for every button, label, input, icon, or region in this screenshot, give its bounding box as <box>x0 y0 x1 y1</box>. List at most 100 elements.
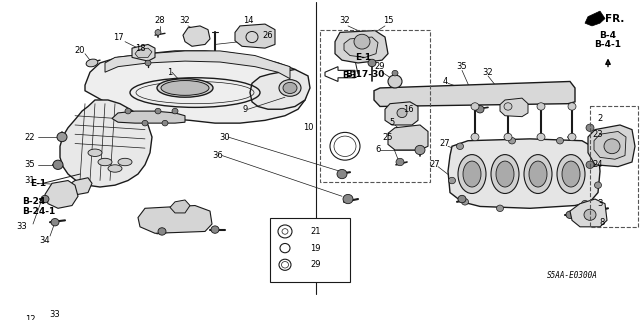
Text: 27: 27 <box>429 160 440 169</box>
Text: 30: 30 <box>220 132 230 141</box>
Circle shape <box>145 60 151 66</box>
Ellipse shape <box>562 161 580 187</box>
Circle shape <box>586 124 594 132</box>
Text: 8: 8 <box>599 218 605 227</box>
Ellipse shape <box>161 81 209 95</box>
Text: 34: 34 <box>40 236 51 245</box>
Polygon shape <box>138 205 212 233</box>
Circle shape <box>461 199 468 205</box>
Polygon shape <box>325 67 355 82</box>
Circle shape <box>172 108 178 114</box>
Ellipse shape <box>279 80 301 96</box>
Circle shape <box>497 205 504 212</box>
Text: E-1: E-1 <box>342 71 358 80</box>
Ellipse shape <box>491 155 519 194</box>
Ellipse shape <box>463 161 481 187</box>
Text: 18: 18 <box>134 44 145 53</box>
Polygon shape <box>448 139 600 208</box>
Text: E-1: E-1 <box>30 179 46 188</box>
Text: 12: 12 <box>25 315 35 320</box>
Circle shape <box>57 132 67 142</box>
Text: 10: 10 <box>303 123 313 132</box>
Text: B-24: B-24 <box>22 197 45 206</box>
Circle shape <box>449 177 456 184</box>
Text: 35: 35 <box>25 160 35 169</box>
Text: 14: 14 <box>243 16 253 25</box>
Circle shape <box>504 103 512 110</box>
Text: E-1: E-1 <box>355 53 371 62</box>
Ellipse shape <box>88 149 102 156</box>
Ellipse shape <box>283 82 297 93</box>
Polygon shape <box>45 180 78 208</box>
Bar <box>320 30 430 182</box>
Text: S5AA-E0300A: S5AA-E0300A <box>547 271 597 280</box>
Text: B-17-30: B-17-30 <box>345 69 385 79</box>
Circle shape <box>158 228 166 235</box>
Circle shape <box>155 108 161 114</box>
Circle shape <box>343 195 353 204</box>
Text: 24: 24 <box>593 160 604 169</box>
Polygon shape <box>388 125 428 150</box>
Text: 17: 17 <box>113 33 124 42</box>
Text: 3: 3 <box>597 199 603 208</box>
Text: 22: 22 <box>25 132 35 141</box>
Circle shape <box>280 244 290 253</box>
Circle shape <box>125 108 131 114</box>
Polygon shape <box>594 132 626 159</box>
Text: 28: 28 <box>155 16 165 25</box>
Polygon shape <box>235 24 275 48</box>
Circle shape <box>582 200 589 207</box>
Text: 32: 32 <box>483 68 493 77</box>
Circle shape <box>504 133 512 141</box>
Circle shape <box>568 133 576 141</box>
Ellipse shape <box>524 155 552 194</box>
Circle shape <box>568 103 576 110</box>
Circle shape <box>604 139 620 154</box>
Circle shape <box>456 143 463 149</box>
Text: 25: 25 <box>383 132 393 141</box>
Text: 33: 33 <box>17 222 28 231</box>
Circle shape <box>586 161 594 169</box>
Circle shape <box>471 133 479 141</box>
Text: B-4-1: B-4-1 <box>595 40 621 49</box>
Bar <box>270 218 350 282</box>
Text: 33: 33 <box>50 310 60 319</box>
Text: B-24-1: B-24-1 <box>22 207 55 216</box>
Circle shape <box>595 204 605 213</box>
Bar <box>590 107 638 227</box>
Text: 1: 1 <box>168 68 173 77</box>
Circle shape <box>211 226 219 233</box>
Ellipse shape <box>108 165 122 172</box>
Text: 27: 27 <box>440 139 451 148</box>
Circle shape <box>354 34 370 49</box>
Ellipse shape <box>557 155 585 194</box>
Circle shape <box>41 195 49 203</box>
Polygon shape <box>135 48 152 57</box>
Ellipse shape <box>98 158 112 166</box>
Circle shape <box>282 261 289 268</box>
Circle shape <box>471 103 479 110</box>
Text: 9: 9 <box>243 105 248 114</box>
Polygon shape <box>335 30 388 63</box>
Text: 16: 16 <box>403 105 413 114</box>
Circle shape <box>591 152 598 159</box>
Circle shape <box>396 158 404 166</box>
Text: 26: 26 <box>262 31 273 40</box>
Circle shape <box>415 145 425 155</box>
Circle shape <box>388 75 402 88</box>
Text: 4: 4 <box>442 77 447 86</box>
Circle shape <box>155 30 161 35</box>
Text: 20: 20 <box>75 46 85 55</box>
Text: 5: 5 <box>389 118 395 127</box>
Polygon shape <box>588 125 635 167</box>
Polygon shape <box>112 111 185 123</box>
Text: 31: 31 <box>25 176 35 185</box>
Polygon shape <box>374 82 575 107</box>
Text: 32: 32 <box>340 16 350 25</box>
Ellipse shape <box>496 161 514 187</box>
Text: 36: 36 <box>212 151 223 160</box>
Circle shape <box>584 209 596 220</box>
Circle shape <box>566 211 574 219</box>
Circle shape <box>51 219 59 226</box>
Polygon shape <box>585 11 605 26</box>
